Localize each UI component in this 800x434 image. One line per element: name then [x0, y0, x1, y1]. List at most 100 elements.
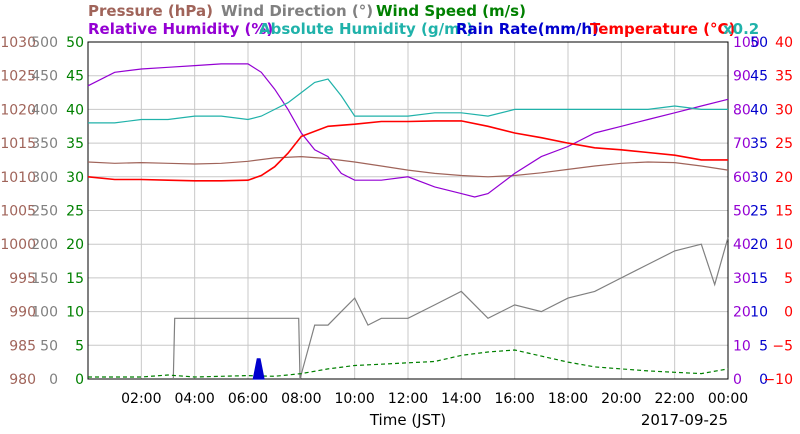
left-tick-label-1: 250 [31, 204, 58, 220]
left-tick-label-0: 980 [9, 372, 36, 388]
right-tick-label-0: 80 [733, 102, 751, 118]
date-label: 2017-09-25 [641, 411, 728, 429]
right-tick-label-1: 25 [750, 204, 768, 220]
series-line-3 [87, 63, 729, 198]
right-tick-label-2: 25 [775, 136, 793, 152]
right-tick-label-2: 20 [775, 170, 793, 186]
x-tick-label: 22:00 [654, 391, 694, 407]
x-tick-label: 12:00 [388, 391, 428, 407]
chart-headers: Pressure (hPa) Wind Direction (°) Wind Spe… [88, 2, 759, 38]
left-tick-label-0: 990 [9, 305, 36, 321]
right-tick-label-0: 40 [733, 237, 751, 253]
left-tick-label-1: 50 [40, 338, 58, 354]
right-tick-label-2: 0 [784, 305, 793, 321]
right-tick-label-2: 40 [775, 35, 793, 51]
right-tick-label-1: 45 [750, 69, 768, 85]
right-axes: 1009080706050403020100504540353025201510… [733, 35, 793, 388]
left-tick-label-0: 1025 [0, 69, 36, 85]
left-tick-label-2: 15 [66, 271, 84, 287]
left-tick-label-0: 1005 [0, 204, 36, 220]
right-tick-label-0: 60 [733, 170, 751, 186]
right-tick-label-2: 35 [775, 69, 793, 85]
series-line-4 [88, 78, 728, 124]
x-tick-label: 16:00 [494, 391, 534, 407]
series-line-2 [88, 349, 729, 378]
series-line-5 [252, 358, 265, 380]
right-tick-label-1: 15 [750, 271, 768, 287]
legend-label: Temperature (°C) [590, 20, 735, 38]
left-tick-label-1: 0 [49, 372, 58, 388]
left-tick-label-2: 40 [66, 102, 84, 118]
right-tick-label-1: 50 [750, 35, 768, 51]
left-tick-label-1: 350 [31, 136, 58, 152]
right-tick-label-0: 50 [733, 204, 751, 220]
right-tick-label-2: 10 [775, 237, 793, 253]
left-tick-label-0: 995 [9, 271, 36, 287]
right-tick-label-0: 0 [733, 372, 742, 388]
left-tick-label-1: 300 [31, 170, 58, 186]
plot-area [87, 41, 729, 380]
legend-label: Wind Direction (°) [221, 2, 373, 20]
x-axis: 02:00 04:00 06:00 08:00 10:00 12:00 14:00 16:00… [121, 391, 748, 429]
series-layer [87, 63, 729, 380]
legend-label: Pressure (hPa) [88, 2, 213, 20]
right-tick-label-0: 70 [733, 136, 751, 152]
right-tick-label-2: −5 [772, 338, 793, 354]
right-tick-label-0: 100 [733, 35, 760, 51]
left-tick-label-2: 35 [66, 136, 84, 152]
right-tick-label-1: 10 [750, 305, 768, 321]
left-tick-label-1: 200 [31, 237, 58, 253]
right-tick-label-2: 15 [775, 204, 793, 220]
right-tick-label-0: 30 [733, 271, 751, 287]
left-tick-label-0: 1000 [0, 237, 36, 253]
x-tick-label: 20:00 [601, 391, 641, 407]
left-tick-label-2: 25 [66, 204, 84, 220]
left-tick-label-0: 1010 [0, 170, 36, 186]
x-tick-label: 18:00 [548, 391, 588, 407]
left-tick-label-2: 45 [66, 69, 84, 85]
left-tick-label-1: 100 [31, 305, 58, 321]
left-tick-label-1: 150 [31, 271, 58, 287]
left-tick-label-0: 1015 [0, 136, 36, 152]
legend-label: Relative Humidity (%) [88, 20, 273, 38]
series-line-0 [87, 155, 729, 178]
legend-label: Rain Rate(mm/h) [456, 20, 599, 38]
right-tick-label-1: 5 [759, 338, 768, 354]
left-tick-label-1: 500 [31, 35, 58, 51]
left-axes: 1030102510201015101010051000995990985980… [0, 35, 84, 388]
x-tick-label: 08:00 [281, 391, 321, 407]
right-tick-label-0: 10 [733, 338, 751, 354]
x-tick-label: 10:00 [334, 391, 374, 407]
right-tick-label-1: 0 [759, 372, 768, 388]
left-tick-label-2: 20 [66, 237, 84, 253]
x-tick-label: 14:00 [441, 391, 481, 407]
plot-border [87, 41, 729, 380]
right-tick-label-2: 5 [784, 271, 793, 287]
left-tick-label-0: 985 [9, 338, 36, 354]
right-tick-label-1: 20 [750, 237, 768, 253]
left-tick-label-2: 50 [66, 35, 84, 51]
series-line-6 [87, 120, 728, 182]
right-tick-label-0: 20 [733, 305, 751, 321]
scale-factor-label: x0.2 [723, 20, 759, 38]
x-axis-label: Time (JST) [369, 411, 446, 429]
right-tick-label-1: 30 [750, 170, 768, 186]
left-tick-label-1: 400 [31, 102, 58, 118]
x-tick-label: 00:00 [708, 391, 748, 407]
x-tick-label: 04:00 [174, 391, 214, 407]
series-line-1 [172, 237, 729, 380]
right-tick-label-1: 40 [750, 102, 768, 118]
left-tick-label-2: 30 [66, 170, 84, 186]
left-tick-label-0: 1020 [0, 102, 36, 118]
legend-label: Absolute Humidity (g/m³) [259, 20, 473, 38]
left-tick-label-2: 10 [66, 305, 84, 321]
legend-label: Wind Speed (m/s) [376, 2, 526, 20]
right-tick-label-0: 90 [733, 69, 751, 85]
x-tick-label: 06:00 [228, 391, 268, 407]
left-tick-label-2: 5 [75, 338, 84, 354]
chart-grid [88, 41, 729, 380]
right-tick-label-1: 35 [750, 136, 768, 152]
right-tick-label-2: −10 [763, 372, 793, 388]
left-tick-label-2: 0 [75, 372, 84, 388]
